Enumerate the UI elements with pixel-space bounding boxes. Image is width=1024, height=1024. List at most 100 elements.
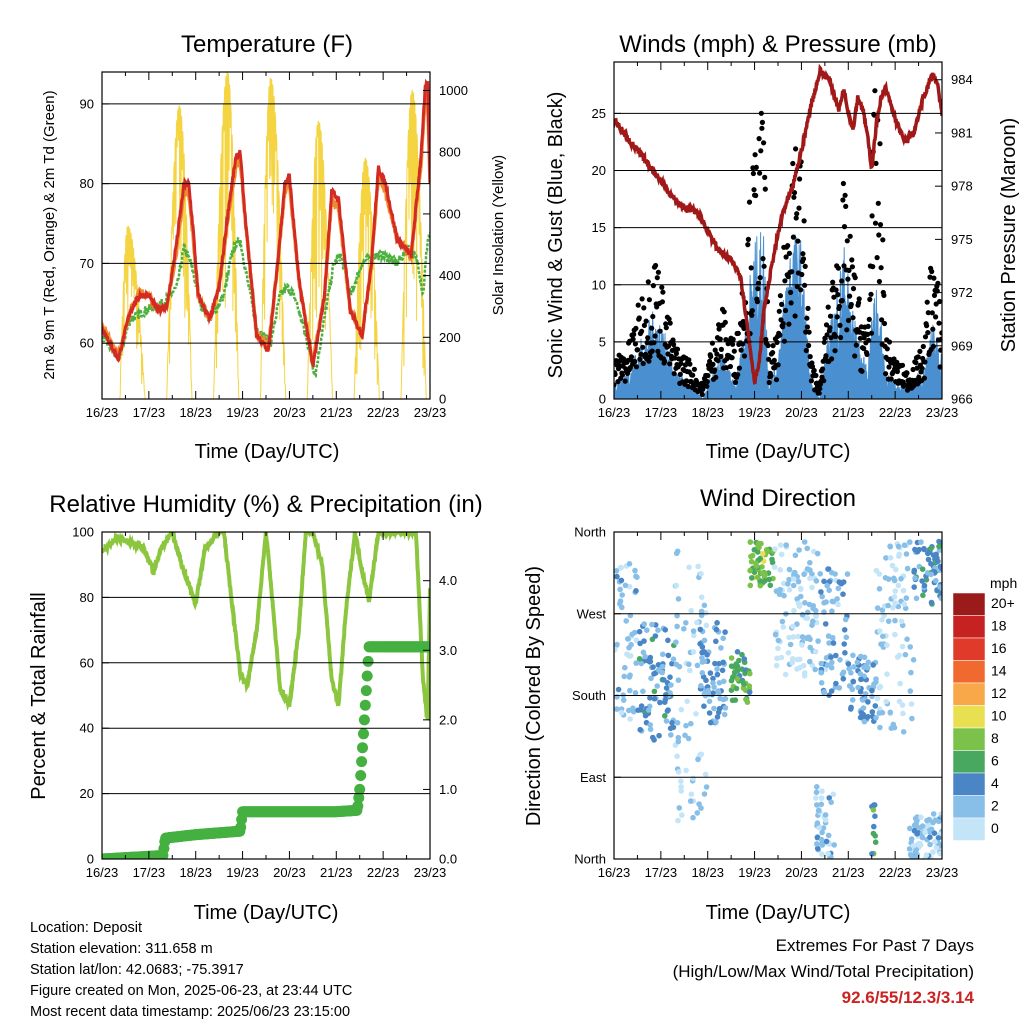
gust-point	[831, 294, 837, 300]
direction-point	[841, 627, 848, 633]
direction-point	[887, 555, 894, 561]
gust-point	[790, 160, 796, 167]
gust-point	[785, 274, 791, 280]
direction-point	[797, 586, 804, 593]
gust-point	[631, 331, 637, 337]
precip-point	[362, 655, 374, 667]
direction-point	[848, 706, 854, 712]
rh-precip-xlabel: Time (Day/UTC)	[194, 902, 339, 924]
gust-point	[755, 286, 761, 292]
latest-timestamp: Most recent data timestamp: 2025/06/23 2…	[30, 1004, 351, 1020]
direction-point	[755, 540, 762, 547]
direction-point	[790, 634, 797, 640]
direction-point	[840, 579, 847, 585]
direction-point	[734, 649, 741, 655]
direction-point	[744, 699, 751, 705]
direction-point	[797, 656, 803, 663]
direction-point	[842, 650, 848, 656]
colorbar-swatch	[952, 817, 986, 841]
direction-point	[642, 712, 649, 719]
gust-point	[651, 340, 657, 346]
direction-point	[830, 791, 837, 798]
direction-point	[922, 829, 928, 836]
gust-point	[786, 321, 792, 327]
direction-point	[818, 669, 824, 676]
gust-point	[614, 382, 617, 388]
colorbar-swatch	[952, 682, 986, 706]
y-tick-label: South	[572, 688, 606, 703]
direction-point	[917, 842, 924, 848]
direction-point	[633, 637, 640, 643]
x-tick-label: 22/23	[879, 405, 912, 420]
direction-point	[833, 652, 839, 659]
x-tick-label: 21/23	[320, 405, 353, 420]
direction-point	[828, 688, 835, 694]
direction-point	[902, 651, 909, 658]
direction-point	[713, 626, 720, 633]
plot-area-0	[102, 72, 430, 399]
direction-point	[627, 687, 633, 694]
direction-point	[634, 574, 640, 580]
x-tick-label: 16/23	[86, 865, 119, 880]
direction-point	[764, 548, 770, 555]
gust-point	[930, 343, 937, 349]
direction-point	[935, 835, 942, 841]
direction-point	[939, 565, 942, 572]
gust-point	[727, 363, 734, 370]
direction-point	[749, 552, 756, 559]
gust-point	[802, 282, 808, 288]
gust-point	[647, 354, 653, 360]
direction-point	[806, 601, 813, 608]
direction-point	[818, 680, 825, 686]
direction-point	[931, 830, 938, 836]
relative-humidity-line	[102, 532, 430, 722]
direction-point	[786, 587, 793, 593]
direction-point	[663, 685, 670, 691]
direction-point	[786, 566, 793, 573]
colorbar-label: 14	[991, 663, 1007, 679]
gust-point	[639, 328, 645, 334]
solar-insolation-day-2	[213, 72, 240, 399]
x-tick-label: 22/23	[367, 865, 400, 880]
precip-point	[354, 783, 366, 795]
direction-point	[912, 815, 919, 822]
direction-point	[822, 812, 829, 818]
gust-point	[800, 256, 807, 262]
gust-point	[876, 278, 883, 285]
gust-point	[645, 335, 651, 341]
direction-point	[673, 550, 680, 557]
direction-point	[746, 689, 753, 696]
direction-point	[833, 680, 839, 687]
direction-point	[821, 689, 827, 696]
direction-point	[759, 570, 765, 576]
gust-point	[852, 353, 858, 359]
direction-point	[617, 565, 624, 571]
direction-point	[669, 720, 675, 726]
direction-point	[614, 568, 620, 574]
y2-tick-label: 3.0	[439, 643, 457, 658]
direction-point	[694, 810, 701, 816]
y2-tick-label: 600	[439, 206, 461, 221]
gust-point	[741, 325, 747, 331]
gust-point	[738, 347, 744, 353]
y2-tick-label: 966	[951, 392, 973, 407]
x-tick-label: 16/23	[86, 405, 119, 420]
direction-point	[710, 690, 716, 696]
temperature-9m-line	[102, 93, 430, 366]
x-tick-label: 20/23	[785, 865, 818, 880]
gust-point	[655, 348, 661, 354]
gust-point	[659, 299, 666, 305]
gust-point	[790, 234, 797, 240]
gust-point	[864, 351, 870, 357]
gust-point	[630, 336, 636, 342]
gust-point	[904, 370, 910, 376]
gust-point	[778, 317, 784, 323]
direction-point	[716, 690, 722, 697]
gust-point	[632, 341, 639, 347]
colorbar-label: 10	[991, 708, 1007, 724]
direction-point	[698, 683, 704, 689]
direction-point	[756, 544, 762, 551]
direction-point	[678, 788, 684, 794]
gust-point	[674, 346, 681, 352]
gust-point	[823, 353, 829, 359]
